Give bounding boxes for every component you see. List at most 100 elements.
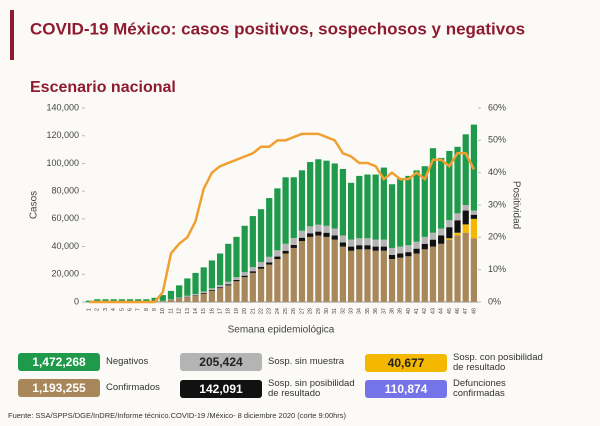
bar-segment <box>331 235 338 240</box>
x-tick-label: 34 <box>357 308 363 314</box>
bar-segment <box>462 205 469 211</box>
bar-segment <box>151 297 158 302</box>
bar-segment <box>257 268 265 302</box>
x-tick-label: 29 <box>316 308 322 314</box>
bar-segment <box>454 235 461 302</box>
x-tick-label: 11 <box>168 308 174 314</box>
bar-segment <box>454 232 461 236</box>
bar-segment <box>421 236 428 244</box>
bar-segment <box>249 272 256 302</box>
bar-segment <box>397 246 404 254</box>
source-note: Fuente: SSA/SPPS/DGE/InDRE/Informe técni… <box>8 411 347 420</box>
bar-segment <box>405 252 412 257</box>
bar-segment <box>446 238 453 240</box>
bar-segment <box>249 267 256 272</box>
y-tick-label: 80,000 <box>51 186 79 196</box>
x-tick-label: 4 <box>111 308 117 311</box>
bar-segment <box>110 299 117 302</box>
x-axis-label: Semana epidemiológica <box>228 325 335 336</box>
bar-segment <box>249 271 256 273</box>
legend-item: 1,472,268 Negativos <box>18 353 196 371</box>
bar-segment <box>216 253 224 286</box>
bar-segment <box>249 216 256 268</box>
bar-segment <box>274 259 281 302</box>
bar-segment <box>135 299 142 302</box>
bar-segment <box>176 298 183 302</box>
bar-segment <box>118 299 125 302</box>
bar-segment <box>454 220 461 233</box>
bar-segment <box>446 227 453 239</box>
bar-segment <box>241 277 248 302</box>
bar-segment <box>192 293 199 296</box>
bar-segment <box>438 157 445 229</box>
bar-segment <box>184 297 191 302</box>
legend-label: Confirmados <box>106 382 160 393</box>
bar-segment <box>323 225 330 233</box>
x-tick-label: 15 <box>201 308 207 314</box>
bar-segment <box>282 253 289 302</box>
bar-segment <box>323 236 330 302</box>
positivity-line <box>89 132 476 304</box>
bar-segment <box>421 243 428 250</box>
bar-segment <box>216 287 224 289</box>
bar-segment <box>315 235 322 302</box>
bar-segment <box>339 242 347 247</box>
bar-segment <box>421 249 428 302</box>
bar-segment <box>298 230 306 238</box>
bar-segment <box>380 167 387 240</box>
bar-segment <box>241 225 248 273</box>
bar-segment <box>356 245 363 250</box>
x-tick-label: 21 <box>250 308 256 314</box>
bar-segment <box>208 288 216 291</box>
x-tick-label: 44 <box>439 308 445 314</box>
x-tick-label: 32 <box>340 308 346 314</box>
bar-segment <box>266 256 273 263</box>
legend-item: 205,424 Sosp. sin muestra <box>180 353 358 371</box>
y-tick-label: 60,000 <box>51 213 79 223</box>
accent-bar <box>10 10 14 60</box>
bar-segment <box>241 272 248 276</box>
bar-segment <box>331 228 338 236</box>
bar-segment <box>126 299 134 302</box>
bar-segment <box>307 233 314 237</box>
x-tick-label: 19 <box>234 308 240 314</box>
bar-segment <box>413 241 420 249</box>
bar-segment <box>470 214 478 219</box>
bar-segment <box>176 285 183 298</box>
bar-segment <box>462 134 469 205</box>
bar-segment <box>200 293 207 302</box>
y2-tick-label: 60% <box>488 102 506 112</box>
x-tick-label: 46 <box>455 308 461 314</box>
bar-segment <box>290 244 297 248</box>
bar-segment <box>438 243 445 302</box>
x-tick-label: 24 <box>275 308 281 314</box>
bar-segment <box>405 175 412 246</box>
y2-tick-label: 30% <box>488 199 506 209</box>
bar-segment <box>233 279 240 282</box>
bar-segment <box>429 232 437 240</box>
legend-label: Negativos <box>106 356 149 367</box>
bar-segment <box>347 246 355 251</box>
bar-segment <box>372 239 379 247</box>
x-tick-label: 48 <box>471 308 477 314</box>
bar-segment <box>339 235 347 243</box>
bar-segment <box>266 262 273 265</box>
legend-label: Sosp. sin muestra <box>268 356 345 367</box>
bar-segment <box>372 250 379 302</box>
bar-segment <box>347 239 355 247</box>
bar-segment <box>298 241 306 302</box>
y2-tick-label: 10% <box>488 264 506 274</box>
legend-total: 142,091 <box>180 380 262 398</box>
bar-segment <box>462 224 469 233</box>
legend-item: 110,874 Defunciones confirmadas <box>365 379 543 399</box>
legend-item: 1,193,255 Confirmados <box>18 379 196 397</box>
x-tick-label: 30 <box>324 308 330 314</box>
bar-segment <box>397 257 404 302</box>
x-tick-label: 36 <box>373 308 379 314</box>
bar-segment <box>290 237 297 245</box>
x-tick-label: 38 <box>389 308 395 314</box>
chart-title: COVID-19 México: casos positivos, sospec… <box>30 19 525 38</box>
y-tick-label: 20,000 <box>51 269 79 279</box>
bar-segment <box>167 299 175 302</box>
